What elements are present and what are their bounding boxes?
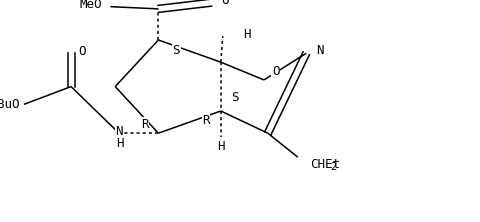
Text: O: O	[221, 0, 228, 7]
Text: MeO: MeO	[80, 0, 102, 11]
Text: O: O	[272, 65, 279, 78]
Text: S: S	[231, 91, 238, 103]
Text: H: H	[243, 28, 250, 41]
Text: R: R	[202, 113, 210, 127]
Text: O: O	[78, 45, 85, 58]
Text: 2: 2	[330, 162, 336, 172]
Text: N: N	[115, 125, 123, 138]
Text: S: S	[172, 44, 180, 57]
Text: N: N	[316, 44, 324, 57]
Text: CHEt: CHEt	[310, 158, 340, 171]
Text: t-BuO: t-BuO	[0, 98, 20, 111]
Text: H: H	[116, 137, 124, 150]
Text: H: H	[217, 141, 225, 153]
Text: R: R	[141, 118, 148, 131]
